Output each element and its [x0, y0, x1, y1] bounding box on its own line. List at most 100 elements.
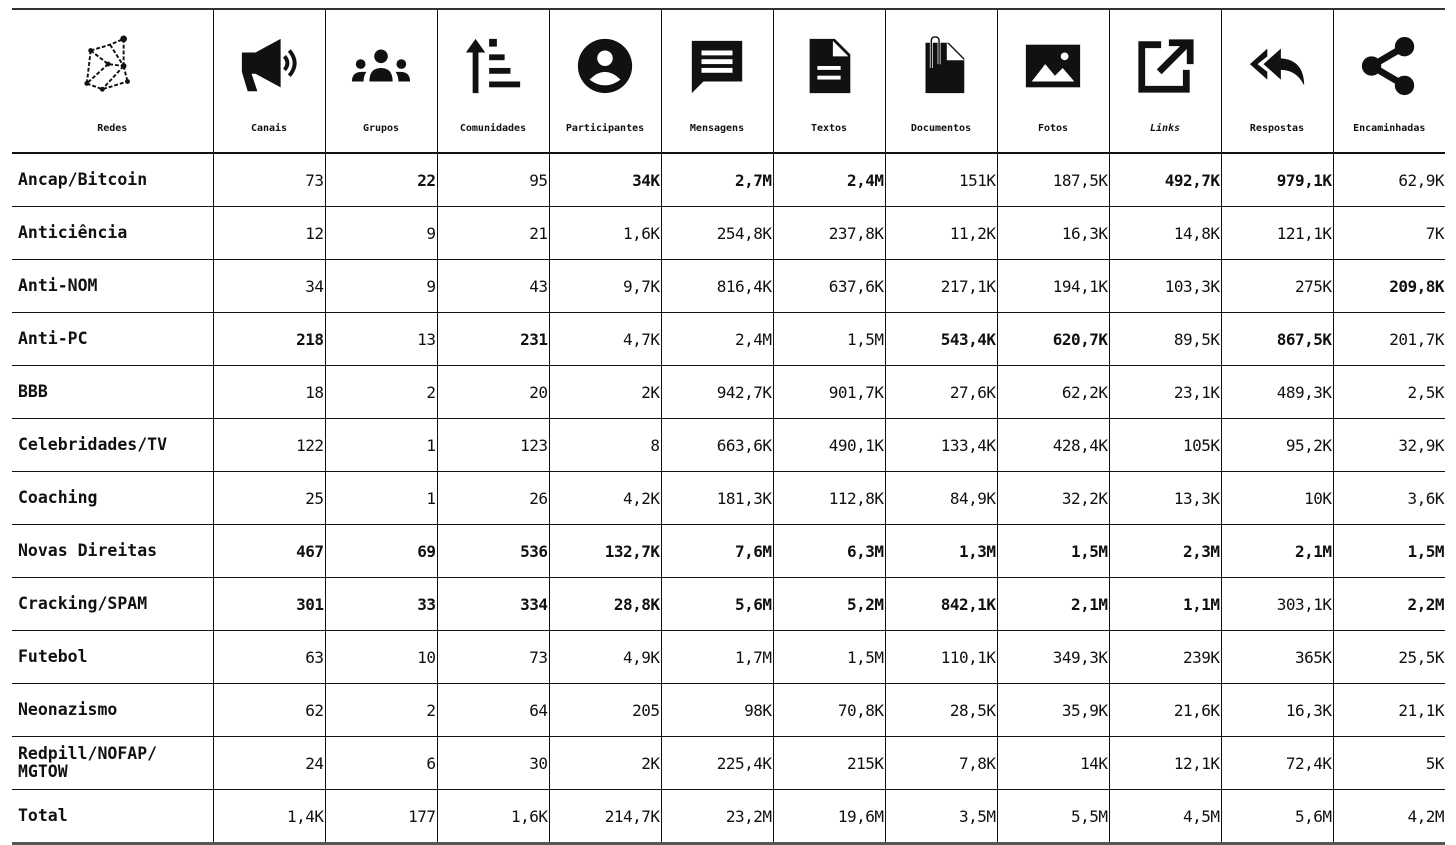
column-label: Canais: [250, 123, 288, 134]
column-header-encaminhadas: Encaminhadas: [1333, 9, 1445, 154]
row-name: Total: [12, 789, 214, 844]
cell-links: 12,1K: [1109, 736, 1222, 790]
cell-links: 103,3K: [1109, 259, 1222, 313]
cell-documentos: 217,1K: [885, 259, 998, 313]
cell-participantes: 4,7K: [549, 312, 662, 366]
column-label: Links: [1149, 123, 1181, 134]
cell-canais: 12: [213, 206, 326, 260]
cell-textos: 1,5M: [773, 630, 886, 684]
cell-documentos: 27,6K: [885, 365, 998, 419]
table-row: Neonazismo 62 2 64 205 98K 70,8K 28,5K 35,9K 21,6…: [12, 683, 1445, 737]
cell-encaminhadas: 32,9K: [1333, 418, 1445, 472]
cell-textos: 637,6K: [773, 259, 886, 313]
cell-comunidades: 30: [437, 736, 550, 790]
cell-respostas: 303,1K: [1221, 577, 1334, 631]
column-header-redes: Redes: [12, 9, 214, 154]
column-header-documentos: Documentos: [885, 9, 998, 154]
cell-canais: 301: [213, 577, 326, 631]
cell-respostas: 95,2K: [1221, 418, 1334, 472]
external-link-icon: [1110, 35, 1221, 97]
cell-canais: 34: [213, 259, 326, 313]
column-header-grupos: Grupos: [325, 9, 438, 154]
column-label: Encaminhadas: [1353, 123, 1426, 134]
cell-canais: 18: [213, 365, 326, 419]
table-row: Anti-PC 218 13 231 4,7K 2,4M 1,5M 543,4K 620,7K 8…: [12, 312, 1445, 366]
cell-canais: 63: [213, 630, 326, 684]
column-header-participantes: Participantes: [549, 9, 662, 154]
table-row: Celebridades/TV 122 1 123 8 663,6K 490,1K 133,4…: [12, 418, 1445, 472]
cell-participantes: 214,7K: [549, 789, 662, 844]
cell-comunidades: 20: [437, 365, 550, 419]
column-label: Grupos: [362, 123, 400, 134]
cell-links: 89,5K: [1109, 312, 1222, 366]
cell-mensagens: 5,6M: [661, 577, 774, 631]
cell-fotos: 62,2K: [997, 365, 1110, 419]
cell-textos: 490,1K: [773, 418, 886, 472]
cell-grupos: 2: [325, 683, 438, 737]
cell-participantes: 2K: [549, 736, 662, 790]
cell-documentos: 84,9K: [885, 471, 998, 525]
cell-textos: 2,4M: [773, 153, 886, 207]
cell-grupos: 2: [325, 365, 438, 419]
row-name: Anti-PC: [12, 312, 214, 366]
cell-documentos: 133,4K: [885, 418, 998, 472]
cell-mensagens: 254,8K: [661, 206, 774, 260]
cell-links: 4,5M: [1109, 789, 1222, 844]
cell-grupos: 33: [325, 577, 438, 631]
row-name: Redpill/NOFAP/ MGTOW: [12, 736, 214, 790]
cell-fotos: 194,1K: [997, 259, 1110, 313]
cell-fotos: 32,2K: [997, 471, 1110, 525]
cell-respostas: 365K: [1221, 630, 1334, 684]
cell-canais: 73: [213, 153, 326, 207]
cell-respostas: 72,4K: [1221, 736, 1334, 790]
cell-participantes: 4,9K: [549, 630, 662, 684]
cell-textos: 70,8K: [773, 683, 886, 737]
cell-participantes: 132,7K: [549, 524, 662, 578]
cell-respostas: 5,6M: [1221, 789, 1334, 844]
column-label: Respostas: [1249, 123, 1305, 134]
cell-respostas: 867,5K: [1221, 312, 1334, 366]
row-name: Ancap/Bitcoin: [12, 153, 214, 207]
cell-documentos: 1,3M: [885, 524, 998, 578]
cell-documentos: 842,1K: [885, 577, 998, 631]
cell-participantes: 1,6K: [549, 206, 662, 260]
row-name: Futebol: [12, 630, 214, 684]
cell-fotos: 5,5M: [997, 789, 1110, 844]
column-header-canais: Canais: [213, 9, 326, 154]
networks-table: Redes Canais Grupos Comunidades Participante…: [12, 8, 1445, 845]
column-header-mensagens: Mensagens: [661, 9, 774, 154]
cell-comunidades: 43: [437, 259, 550, 313]
cell-documentos: 543,4K: [885, 312, 998, 366]
cell-participantes: 9,7K: [549, 259, 662, 313]
table-row: Anti-NOM 34 9 43 9,7K 816,4K 637,6K 217,1K 194,1…: [12, 259, 1445, 313]
cell-respostas: 489,3K: [1221, 365, 1334, 419]
cell-encaminhadas: 4,2M: [1333, 789, 1445, 844]
cell-participantes: 2K: [549, 365, 662, 419]
cell-fotos: 428,4K: [997, 418, 1110, 472]
cell-mensagens: 942,7K: [661, 365, 774, 419]
cell-grupos: 13: [325, 312, 438, 366]
account-circle-icon: [550, 35, 661, 97]
cell-comunidades: 231: [437, 312, 550, 366]
cell-canais: 467: [213, 524, 326, 578]
table-row: Novas Direitas 467 69 536 132,7K 7,6M 6,3M 1,3M…: [12, 524, 1445, 578]
cell-fotos: 349,3K: [997, 630, 1110, 684]
cell-textos: 901,7K: [773, 365, 886, 419]
cell-grupos: 22: [325, 153, 438, 207]
cell-mensagens: 181,3K: [661, 471, 774, 525]
cell-fotos: 1,5M: [997, 524, 1110, 578]
cell-fotos: 187,5K: [997, 153, 1110, 207]
text-document-icon: [774, 35, 885, 97]
reply-all-icon: [1222, 35, 1333, 97]
cell-fotos: 14K: [997, 736, 1110, 790]
cell-textos: 215K: [773, 736, 886, 790]
table-row: Cracking/SPAM 301 33 334 28,8K 5,6M 5,2M 842,1K…: [12, 577, 1445, 631]
cell-fotos: 35,9K: [997, 683, 1110, 737]
network-icon: [12, 35, 213, 97]
row-name: Neonazismo: [12, 683, 214, 737]
cell-encaminhadas: 62,9K: [1398, 170, 1444, 190]
cell-grupos: 6: [325, 736, 438, 790]
cell-links: 105K: [1109, 418, 1222, 472]
column-header-comunidades: Comunidades: [437, 9, 550, 154]
paperclip-file-icon: [886, 35, 997, 97]
